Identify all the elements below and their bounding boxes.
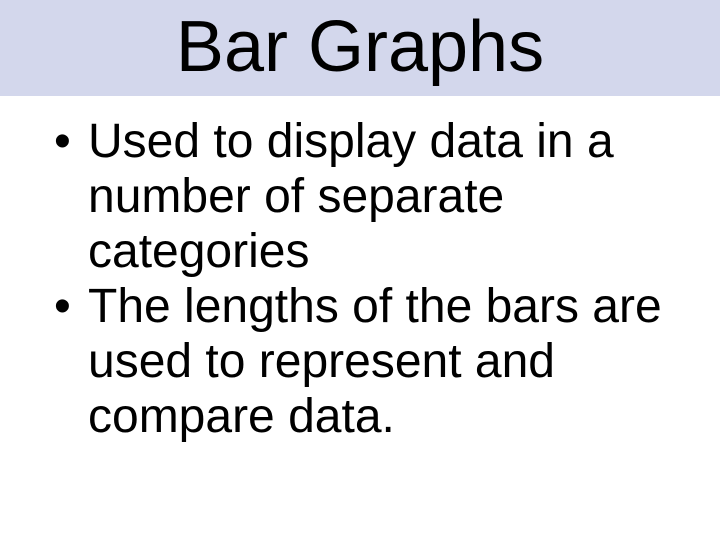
list-item: • The lengths of the bars are used to re… [30, 279, 690, 444]
bullet-text: Used to display data in a number of sepa… [88, 115, 614, 278]
content-area: • Used to display data in a number of se… [0, 96, 720, 444]
bullet-marker: • [54, 279, 71, 334]
bullet-text: The lengths of the bars are used to repr… [88, 280, 662, 443]
bullet-marker: • [54, 114, 71, 169]
list-item: • Used to display data in a number of se… [30, 114, 690, 279]
page-title: Bar Graphs [0, 6, 720, 88]
bullet-list: • Used to display data in a number of se… [30, 114, 690, 444]
title-bar: Bar Graphs [0, 0, 720, 96]
